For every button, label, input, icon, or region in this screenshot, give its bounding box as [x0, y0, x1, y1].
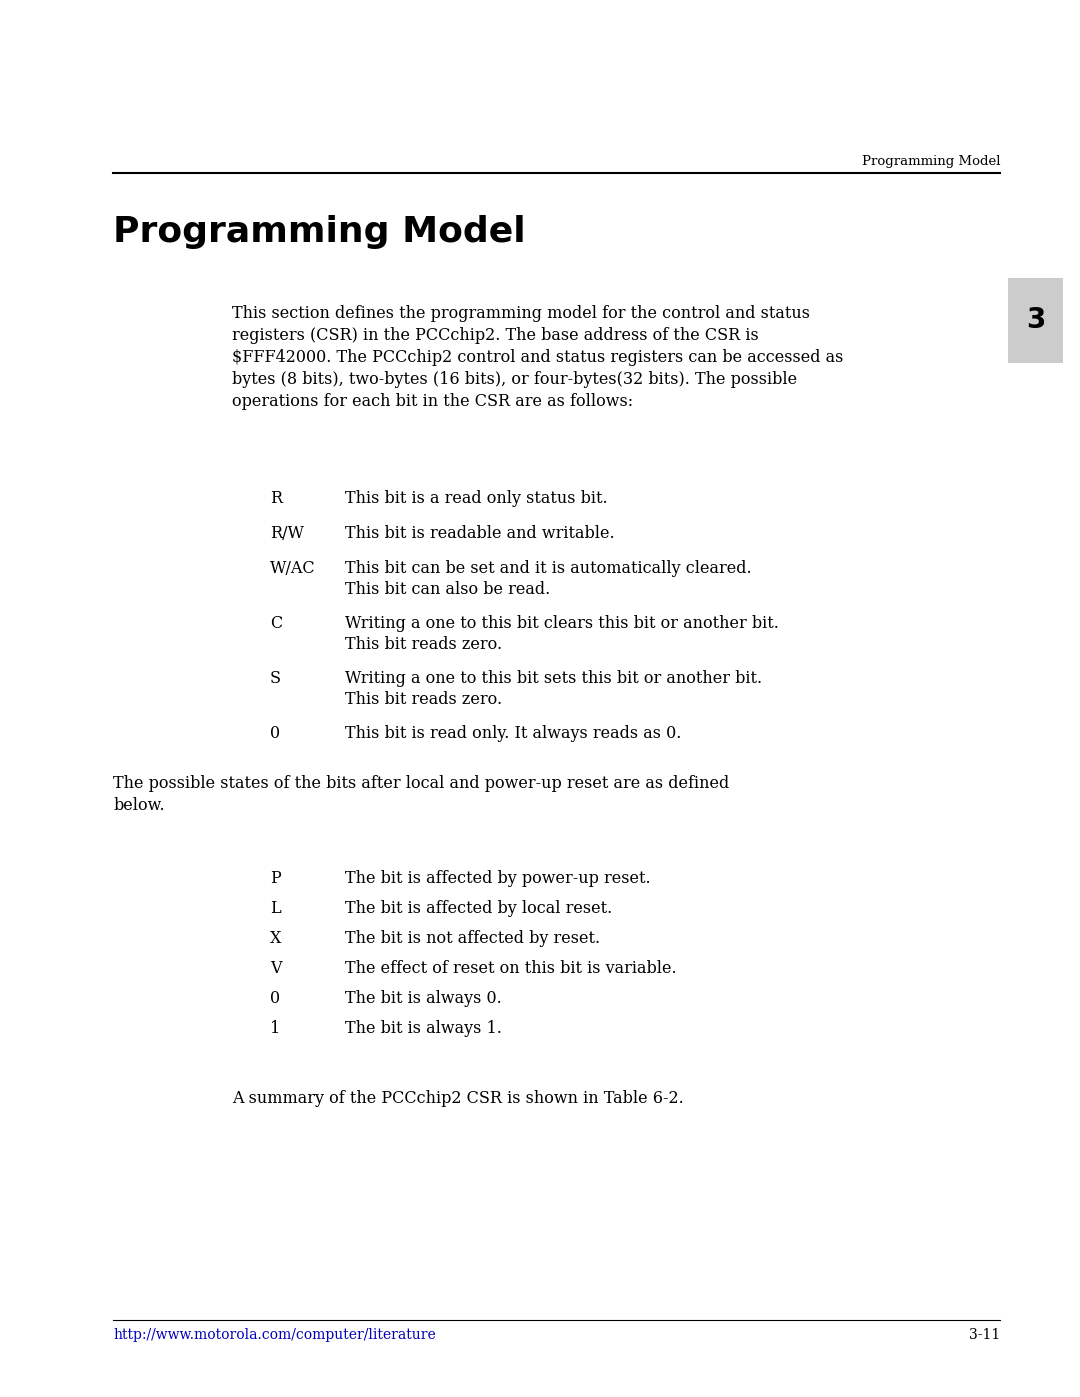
- Text: 1: 1: [270, 1020, 280, 1037]
- Text: 0: 0: [270, 725, 280, 742]
- Text: below.: below.: [113, 798, 164, 814]
- Text: X: X: [270, 930, 282, 947]
- Text: P: P: [270, 870, 281, 887]
- Text: This bit can also be read.: This bit can also be read.: [345, 581, 550, 598]
- Text: This bit reads zero.: This bit reads zero.: [345, 692, 502, 708]
- Text: The bit is affected by local reset.: The bit is affected by local reset.: [345, 900, 612, 916]
- Text: Writing a one to this bit clears this bit or another bit.: Writing a one to this bit clears this bi…: [345, 615, 779, 631]
- Text: R/W: R/W: [270, 525, 303, 542]
- Text: This bit is a read only status bit.: This bit is a read only status bit.: [345, 490, 608, 507]
- Text: 3-11: 3-11: [969, 1329, 1000, 1343]
- Text: L: L: [270, 900, 281, 916]
- Text: bytes (8 bits), two-bytes (16 bits), or four-bytes(32 bits). The possible: bytes (8 bits), two-bytes (16 bits), or …: [232, 372, 797, 388]
- Text: Programming Model: Programming Model: [862, 155, 1000, 168]
- Text: The bit is not affected by reset.: The bit is not affected by reset.: [345, 930, 600, 947]
- Text: The bit is affected by power-up reset.: The bit is affected by power-up reset.: [345, 870, 650, 887]
- Text: This bit is read only. It always reads as 0.: This bit is read only. It always reads a…: [345, 725, 681, 742]
- Text: http://www.motorola.com/computer/literature: http://www.motorola.com/computer/literat…: [113, 1329, 435, 1343]
- Text: The possible states of the bits after local and power-up reset are as defined: The possible states of the bits after lo…: [113, 775, 729, 792]
- Text: This bit reads zero.: This bit reads zero.: [345, 636, 502, 652]
- Text: Writing a one to this bit sets this bit or another bit.: Writing a one to this bit sets this bit …: [345, 671, 762, 687]
- Text: $FFF42000. The PCCchip2 control and status registers can be accessed as: $FFF42000. The PCCchip2 control and stat…: [232, 349, 843, 366]
- Text: This section defines the programming model for the control and status: This section defines the programming mod…: [232, 305, 810, 321]
- Text: The bit is always 1.: The bit is always 1.: [345, 1020, 502, 1037]
- Text: 3: 3: [1026, 306, 1045, 334]
- Text: C: C: [270, 615, 282, 631]
- Text: W/AC: W/AC: [270, 560, 315, 577]
- Text: operations for each bit in the CSR are as follows:: operations for each bit in the CSR are a…: [232, 393, 633, 409]
- Text: This bit can be set and it is automatically cleared.: This bit can be set and it is automatica…: [345, 560, 752, 577]
- Text: A summary of the PCCchip2 CSR is shown in Table 6-2.: A summary of the PCCchip2 CSR is shown i…: [232, 1090, 684, 1106]
- Text: Programming Model: Programming Model: [113, 215, 526, 249]
- Text: This bit is readable and writable.: This bit is readable and writable.: [345, 525, 615, 542]
- Text: S: S: [270, 671, 281, 687]
- Text: V: V: [270, 960, 282, 977]
- Text: 0: 0: [270, 990, 280, 1007]
- Text: The effect of reset on this bit is variable.: The effect of reset on this bit is varia…: [345, 960, 677, 977]
- Bar: [1008, 278, 1063, 363]
- Text: registers (CSR) in the PCCchip2. The base address of the CSR is: registers (CSR) in the PCCchip2. The bas…: [232, 327, 759, 344]
- Text: R: R: [270, 490, 282, 507]
- Text: The bit is always 0.: The bit is always 0.: [345, 990, 502, 1007]
